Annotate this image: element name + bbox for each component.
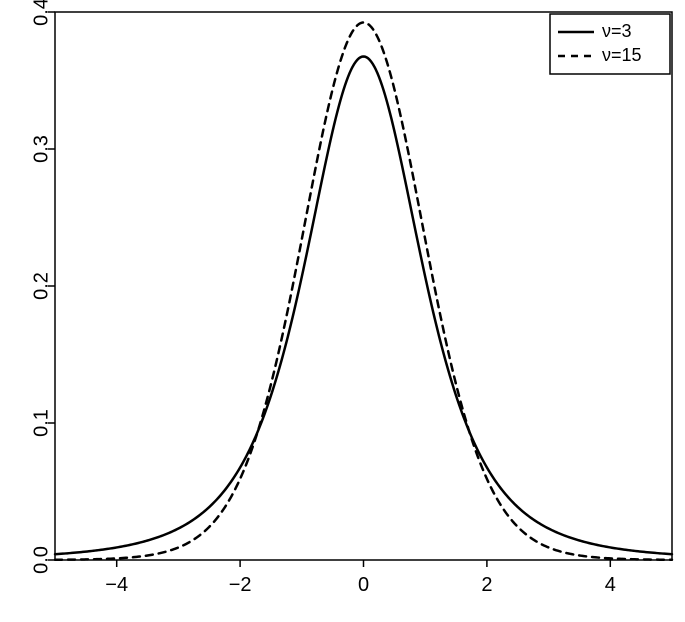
y-tick-label: 0.2 bbox=[30, 272, 52, 300]
y-tick-label: 0.4 bbox=[30, 0, 52, 26]
legend: ν=3 ν=15 bbox=[550, 14, 670, 74]
legend-label-nu15: ν=15 bbox=[602, 45, 642, 65]
legend-label-nu3: ν=3 bbox=[602, 21, 632, 41]
x-tick-label: −2 bbox=[229, 574, 252, 596]
x-tick-label: 2 bbox=[481, 574, 492, 596]
density-chart: −4 −2 0 2 4 0.0 0.1 0.2 0.3 0.4 ν=3 ν=15 bbox=[0, 0, 685, 622]
x-tick-label: 4 bbox=[605, 574, 616, 596]
y-tick-label: 0.3 bbox=[30, 135, 52, 163]
x-tick-label: −4 bbox=[105, 574, 128, 596]
y-tick-label: 0.0 bbox=[30, 546, 52, 574]
x-tick-label: 0 bbox=[358, 574, 369, 596]
chart-container: −4 −2 0 2 4 0.0 0.1 0.2 0.3 0.4 ν=3 ν=15 bbox=[0, 0, 685, 622]
y-tick-label: 0.1 bbox=[30, 409, 52, 437]
